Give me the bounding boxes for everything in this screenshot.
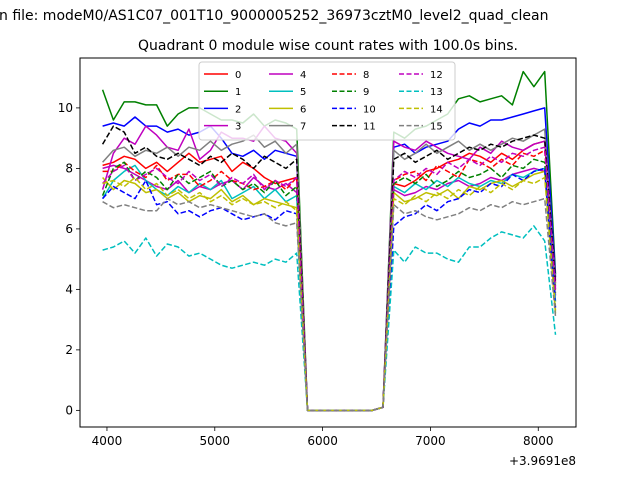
- y-tick-label: 2: [65, 343, 73, 357]
- y-tick-label: 0: [65, 403, 73, 417]
- legend-label-9: 9: [363, 87, 369, 98]
- plot-area: [101, 70, 557, 412]
- legend-label-8: 8: [363, 70, 369, 81]
- x-offset-label: +3.9691e8: [509, 454, 576, 468]
- legend-label-0: 0: [235, 70, 241, 81]
- x-tick-label: 4000: [92, 434, 123, 448]
- figure-suptitle: n file: modeM0/AS1C07_001T10_9000005252_…: [0, 8, 548, 24]
- y-tick-label: 8: [65, 161, 73, 175]
- legend-label-4: 4: [300, 70, 306, 81]
- chart-title: Quadrant 0 module wise count rates with …: [138, 38, 518, 54]
- x-tick-label: 5000: [200, 434, 231, 448]
- series-line-13: [102, 225, 557, 412]
- legend-label-2: 2: [235, 104, 241, 115]
- legend-label-6: 6: [300, 104, 306, 115]
- series-line-2: [102, 107, 557, 412]
- axes-frame: [79, 57, 577, 428]
- series-line-15: [102, 197, 557, 412]
- x-tick-label: 7000: [415, 434, 446, 448]
- legend-label-1: 1: [235, 87, 241, 98]
- legend-box: [198, 61, 456, 141]
- legend-label-14: 14: [430, 104, 443, 115]
- legend-label-7: 7: [300, 122, 306, 133]
- legend-label-3: 3: [235, 122, 241, 133]
- axis-ticks: 4000 5000 6000 7000 8000 0 2 4 6 8 10: [58, 101, 554, 448]
- series-line-10: [102, 167, 557, 412]
- legend-label-10: 10: [363, 104, 376, 115]
- y-tick-label: 4: [65, 282, 73, 296]
- series-line-5: [101, 164, 557, 412]
- legend-label-11: 11: [363, 122, 376, 133]
- legend-label-13: 13: [430, 87, 443, 98]
- legend-label-5: 5: [300, 87, 306, 98]
- x-tick-label: 6000: [307, 434, 338, 448]
- legend-label-15: 15: [430, 122, 443, 133]
- series-line-7: [102, 128, 557, 412]
- series-line-8: [102, 149, 557, 412]
- x-tick-label: 8000: [523, 434, 554, 448]
- series-line-14: [102, 176, 557, 412]
- y-tick-label: 10: [58, 101, 73, 115]
- legend-label-12: 12: [430, 70, 443, 81]
- series-line-3: [102, 164, 557, 412]
- y-tick-label: 6: [65, 222, 73, 236]
- series-line-12: [102, 146, 557, 412]
- series-line-9: [101, 158, 557, 412]
